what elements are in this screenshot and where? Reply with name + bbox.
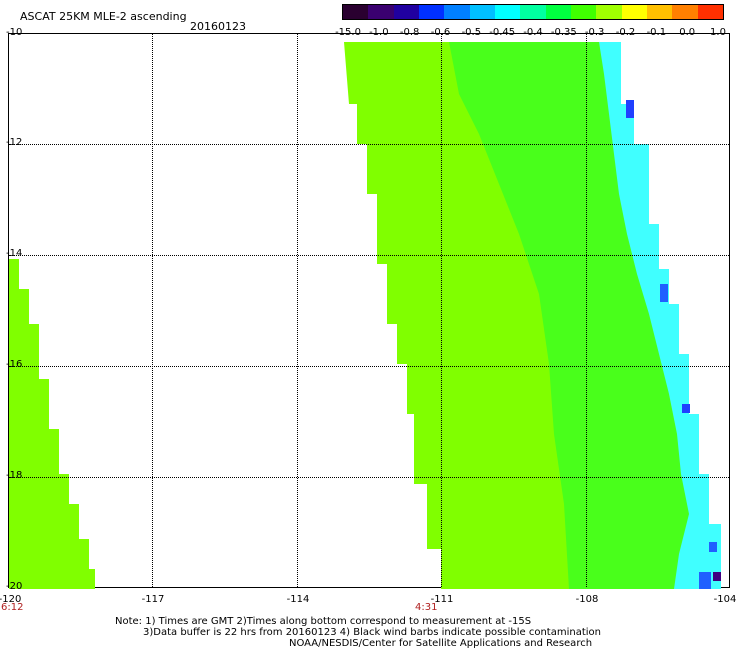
grid-line-lon bbox=[297, 34, 298, 587]
colorbar-segment bbox=[393, 5, 419, 19]
colorbar-segment bbox=[545, 5, 571, 19]
time-label: 6:12 bbox=[1, 602, 24, 613]
swath-layer bbox=[9, 42, 721, 589]
colorbar-segment bbox=[621, 5, 647, 19]
lat-label: -10 bbox=[6, 27, 23, 38]
purple-pixel bbox=[713, 572, 721, 581]
grid-line-lat bbox=[9, 255, 729, 256]
colorbar-segment bbox=[570, 5, 597, 19]
blue-pixel bbox=[699, 572, 711, 589]
blue-pixel bbox=[682, 404, 690, 413]
swath-cyan-edge bbox=[599, 42, 721, 589]
map-date: 20160123 bbox=[190, 20, 246, 33]
note-line-2: 3)Data buffer is 22 hrs from 20160123 4)… bbox=[143, 627, 601, 638]
grid-line-lat bbox=[9, 366, 729, 367]
colorbar-segment bbox=[697, 5, 723, 19]
colorbar-tick-label: -0.2 bbox=[615, 27, 636, 38]
grid-line-lat bbox=[9, 144, 729, 145]
colorbar bbox=[342, 4, 724, 20]
blue-pixel bbox=[709, 542, 717, 552]
colorbar-tick-label: -1.0 bbox=[369, 27, 389, 38]
lat-label: -20 bbox=[6, 581, 23, 592]
colorbar-segment bbox=[672, 5, 698, 19]
blue-pixel bbox=[626, 100, 634, 118]
colorbar-segment bbox=[418, 5, 445, 19]
colorbar-tick-label: -0.45 bbox=[489, 27, 516, 38]
colorbar-tick-label: -0.8 bbox=[399, 27, 420, 38]
colorbar-segment bbox=[646, 5, 673, 19]
colorbar-tick-label: -0.4 bbox=[523, 27, 543, 38]
colorbar-segment bbox=[343, 5, 369, 19]
colorbar-tick-label: 1.0 bbox=[710, 27, 726, 38]
grid-line-lon bbox=[586, 34, 587, 587]
grid-line-lon bbox=[441, 34, 442, 587]
grid-line-lat bbox=[9, 477, 729, 478]
lon-label: -108 bbox=[575, 594, 599, 605]
lat-label: -16 bbox=[6, 359, 23, 370]
colorbar-segment bbox=[368, 5, 394, 19]
lon-label: -114 bbox=[286, 594, 310, 605]
colorbar-segment bbox=[520, 5, 546, 19]
lon-label: -117 bbox=[141, 594, 165, 605]
time-label: 4:31 bbox=[415, 602, 438, 613]
colorbar-segment bbox=[444, 5, 470, 19]
grid-line-lon bbox=[152, 34, 153, 587]
colorbar-tick-label: -0.5 bbox=[461, 27, 482, 38]
lon-label: -120 bbox=[0, 594, 22, 605]
note-line-1: Note: 1) Times are GMT 2)Times along bot… bbox=[115, 616, 532, 627]
colorbar-segment bbox=[596, 5, 622, 19]
map-plot bbox=[8, 33, 730, 589]
colorbar-tick-label: -15.0 bbox=[335, 27, 361, 38]
left-swath bbox=[9, 259, 95, 589]
colorbar-tick-label: -0.3 bbox=[584, 27, 605, 38]
map-title: ASCAT 25KM MLE-2 ascending bbox=[20, 10, 187, 23]
lon-label: -104 bbox=[713, 594, 737, 605]
lat-label: -12 bbox=[6, 137, 23, 148]
colorbar-tick-label: -0.1 bbox=[646, 27, 667, 38]
colorbar-segment bbox=[494, 5, 521, 19]
swath-green-band bbox=[449, 42, 699, 589]
lat-label: -14 bbox=[6, 248, 23, 259]
blue-pixel bbox=[660, 284, 668, 302]
colorbar-tick-label: 0.0 bbox=[679, 27, 696, 38]
lat-label: -18 bbox=[6, 470, 23, 481]
note-line-3: NOAA/NESDIS/Center for Satellite Applica… bbox=[289, 638, 593, 649]
lon-label: -111 bbox=[430, 594, 454, 605]
colorbar-segment bbox=[469, 5, 495, 19]
colorbar-tick-label: -0.6 bbox=[430, 27, 451, 38]
colorbar-tick-label: -0.35 bbox=[550, 27, 577, 38]
